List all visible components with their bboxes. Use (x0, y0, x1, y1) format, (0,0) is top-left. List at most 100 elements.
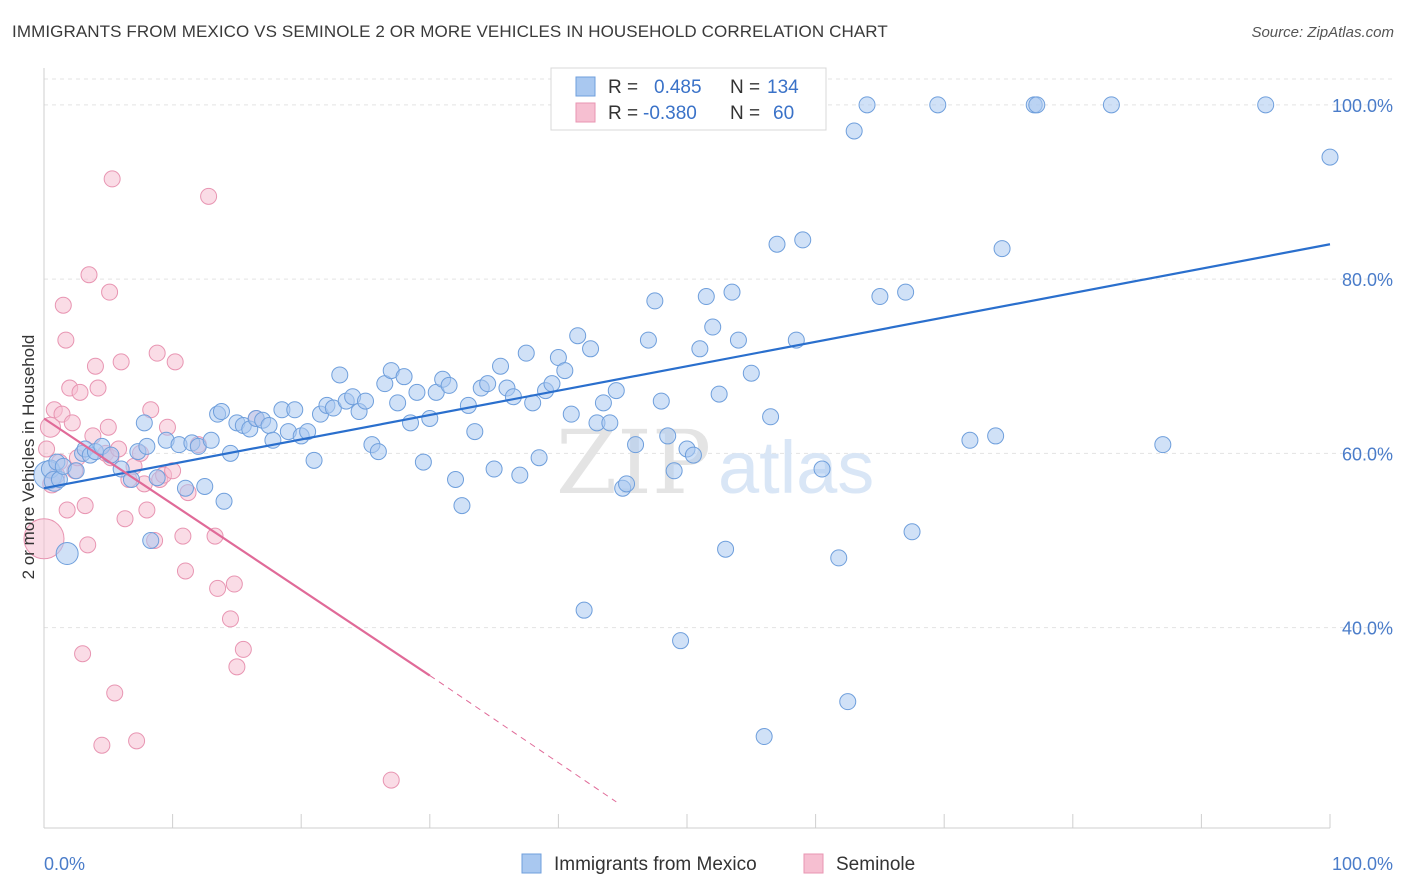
mexico-point (575, 601, 593, 619)
bottom-legend-swatch-mexico (521, 853, 542, 874)
mexico-point (1257, 96, 1275, 114)
seminole-point (79, 536, 97, 554)
seminole-point (23, 518, 65, 560)
x-tick-label-max: 100.0% (1332, 854, 1393, 874)
seminole-point (200, 187, 218, 205)
seminole-point (93, 736, 111, 754)
seminole-point (58, 501, 76, 519)
source-credit: Source: ZipAtlas.com (1251, 24, 1394, 41)
seminole-point (38, 440, 56, 458)
mexico-point (504, 388, 522, 406)
bottom-legend-label-seminole: Seminole (836, 854, 915, 875)
mexico-point (710, 385, 728, 403)
mexico-point (903, 523, 921, 541)
seminole-point (112, 353, 130, 371)
mexico-point (697, 288, 715, 306)
mexico-point (729, 331, 747, 349)
mexico-point (723, 283, 741, 301)
mexico-point (993, 240, 1011, 258)
watermark-zip: ZIP (556, 411, 711, 514)
mexico-point (691, 340, 709, 358)
seminole-point (54, 296, 72, 314)
watermark-atlas: atlas (718, 426, 874, 509)
legend-n-label-2: N = (730, 103, 760, 124)
seminole-point (99, 418, 117, 436)
mexico-point (717, 540, 735, 558)
mexico-point (646, 292, 664, 310)
legend-n-value-2: 60 (773, 103, 794, 124)
mexico-point (618, 475, 636, 493)
bottom-legend-label-mexico: Immigrants from Mexico (554, 854, 757, 875)
mexico-point (665, 462, 683, 480)
legend-box: R = 0.485 N = 134 R = -0.380 N = 60 (550, 67, 827, 131)
mexico-point (215, 492, 233, 510)
y-tick-label: 100.0% (1332, 96, 1393, 116)
mexico-point (543, 375, 561, 393)
seminole-point (71, 383, 89, 401)
mexico-point (639, 331, 657, 349)
mexico-point (447, 470, 465, 488)
mexico-point (562, 405, 580, 423)
seminole-point (80, 266, 98, 284)
mexico-point (768, 235, 786, 253)
seminole-point (148, 344, 166, 362)
y-tick-label: 80.0% (1342, 270, 1393, 290)
seminole-point (174, 527, 192, 545)
seminole-point (138, 501, 156, 519)
mexico-point (260, 416, 278, 434)
seminole-point (103, 170, 121, 188)
mexico-point (369, 443, 387, 461)
mexico-point (987, 427, 1005, 445)
mexico-point (148, 469, 166, 487)
mexico-point (659, 427, 677, 445)
y-tick-label: 40.0% (1342, 619, 1393, 639)
mexico-point (459, 396, 477, 414)
mexico-point (196, 477, 214, 495)
tick-labels: 40.0% 60.0% 80.0% 100.0% 0.0% 100.0% (44, 96, 1393, 874)
mexico-point (212, 403, 230, 421)
mexico-point (305, 451, 323, 469)
bottom-legend-swatch-seminole (803, 853, 824, 874)
mexico-point (594, 394, 612, 412)
mexico-point (762, 408, 780, 426)
seminole-point (74, 645, 92, 663)
legend-swatch-seminole (575, 102, 596, 123)
mexico-point (961, 431, 979, 449)
mexico-point (357, 392, 374, 410)
mexico-point (858, 96, 876, 114)
mexico-point (286, 401, 304, 419)
seminole-point (116, 510, 134, 528)
watermark: ZIP atlas (556, 411, 874, 514)
mexico-point (742, 364, 760, 382)
y-tick-label: 60.0% (1342, 444, 1393, 464)
mexico-point (839, 693, 857, 711)
seminole-point (382, 771, 400, 789)
bottom-legend: Immigrants from Mexico Seminole (521, 853, 915, 875)
seminole-point (86, 357, 104, 375)
mexico-point (1028, 96, 1046, 114)
mexico-point (67, 462, 85, 480)
mexico-point (395, 368, 413, 386)
mexico-point (466, 423, 484, 441)
mexico-point (331, 366, 349, 384)
mexico-point (871, 288, 889, 306)
seminole-point (221, 610, 239, 628)
legend-r-label-1: R = (608, 77, 638, 98)
seminole-point (57, 331, 75, 349)
mexico-point (138, 437, 156, 455)
legend-r-value-2: -0.380 (643, 103, 697, 124)
seminole-point (166, 353, 184, 371)
mexico-point (607, 382, 625, 400)
legend-swatch-mexico (575, 76, 596, 97)
seminole-point (206, 527, 224, 545)
mexico-point (794, 231, 812, 249)
legend-r-value-1: 0.485 (654, 77, 702, 98)
mexico-point (684, 446, 702, 464)
mexico-point (704, 318, 722, 336)
mexico-point (627, 436, 645, 454)
mexico-point (414, 453, 432, 471)
gridlines (44, 78, 1392, 629)
mexico-point (440, 376, 458, 394)
mexico-point (530, 449, 548, 467)
